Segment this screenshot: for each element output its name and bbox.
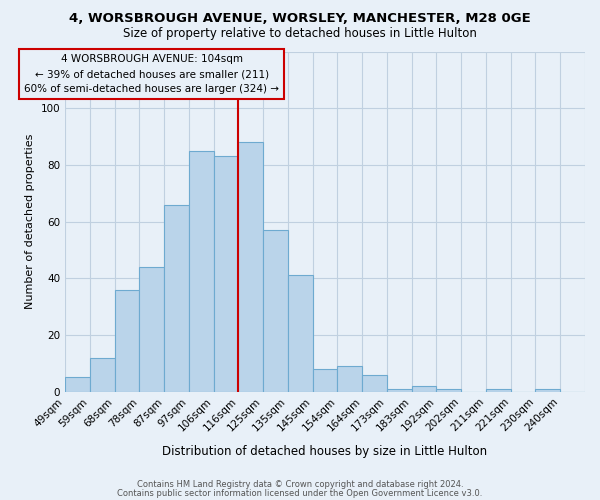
Bar <box>65 378 90 392</box>
Bar <box>238 142 263 392</box>
Text: 4, WORSBROUGH AVENUE, WORSLEY, MANCHESTER, M28 0GE: 4, WORSBROUGH AVENUE, WORSLEY, MANCHESTE… <box>69 12 531 26</box>
Text: Size of property relative to detached houses in Little Hulton: Size of property relative to detached ho… <box>123 28 477 40</box>
Bar <box>139 267 164 392</box>
Text: Contains public sector information licensed under the Open Government Licence v3: Contains public sector information licen… <box>118 488 482 498</box>
Bar <box>486 389 511 392</box>
Bar <box>337 366 362 392</box>
Bar <box>214 156 238 392</box>
Bar <box>115 290 139 392</box>
Bar <box>288 276 313 392</box>
Y-axis label: Number of detached properties: Number of detached properties <box>25 134 35 310</box>
Bar <box>90 358 115 392</box>
Bar <box>189 150 214 392</box>
Bar <box>412 386 436 392</box>
Text: Contains HM Land Registry data © Crown copyright and database right 2024.: Contains HM Land Registry data © Crown c… <box>137 480 463 489</box>
Bar <box>362 374 387 392</box>
Bar <box>263 230 288 392</box>
Bar <box>535 389 560 392</box>
Bar <box>387 389 412 392</box>
X-axis label: Distribution of detached houses by size in Little Hulton: Distribution of detached houses by size … <box>163 444 488 458</box>
Text: 4 WORSBROUGH AVENUE: 104sqm
← 39% of detached houses are smaller (211)
60% of se: 4 WORSBROUGH AVENUE: 104sqm ← 39% of det… <box>24 54 279 94</box>
Bar <box>313 369 337 392</box>
Bar <box>164 204 189 392</box>
Bar <box>436 389 461 392</box>
